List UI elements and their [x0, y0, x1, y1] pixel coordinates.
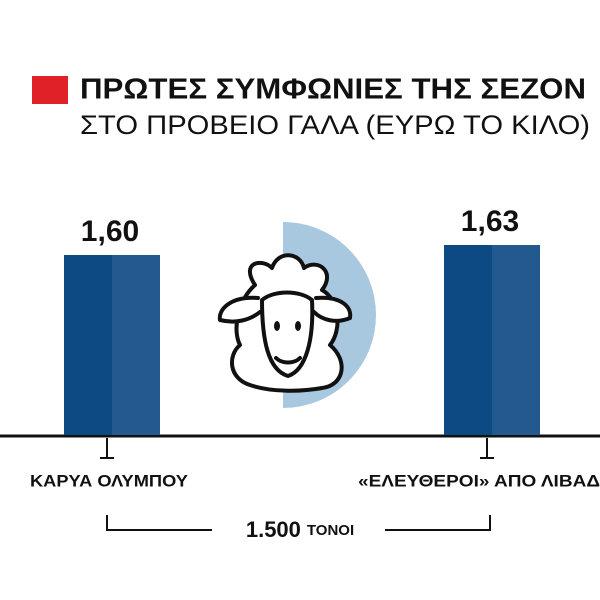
bar-shade	[492, 245, 540, 435]
chart-subtitle: ΣΤΟ ΠΡΟΒΕΙΟ ΓΑΛΑ (ΕΥΡΩ ΤΟ ΚΙΛΟ)	[80, 110, 590, 140]
bar	[64, 255, 160, 435]
title-marker	[32, 76, 68, 104]
sheep-illustration	[217, 222, 376, 408]
chart-title: ΠΡΩΤΕΣ ΣΥΜΦΩΝΙΕΣ ΤΗΣ ΣΕΖΟΝ	[80, 74, 586, 106]
x-tick-label: «ΕΛΕΥΘΕΡΟΙ» ΑΠΟ ΛΙΒΑΔ	[358, 471, 600, 490]
x-tick-label: ΚΑΡΥΑ ΟΛΥΜΠΟΥ	[30, 471, 189, 490]
bar-shade	[112, 255, 160, 435]
value-label: 1,60	[81, 215, 139, 248]
annotation-amount: 1.500	[246, 517, 301, 542]
bracket	[106, 515, 491, 531]
bar	[444, 245, 540, 435]
annotation: 1.500 ΤΟΝΟΙ	[246, 517, 354, 542]
annotation-unit: ΤΟΝΟΙ	[307, 522, 354, 539]
value-label: 1,63	[461, 205, 519, 238]
